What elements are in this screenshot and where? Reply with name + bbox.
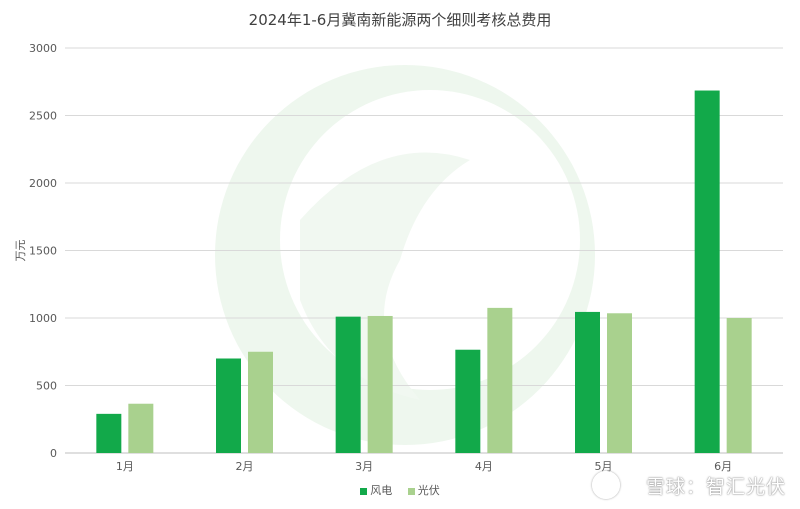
y-tick-label: 2000: [29, 177, 57, 190]
x-tick-label: 2月: [236, 460, 254, 473]
bar-series-2: [607, 313, 632, 453]
bar-series-1: [455, 349, 481, 453]
bar-series-1: [694, 90, 720, 454]
y-tick-label: 3000: [29, 42, 57, 55]
x-tick-label: 4月: [475, 460, 493, 473]
bar-series-1: [216, 358, 241, 453]
y-tick-label: 500: [36, 380, 57, 393]
x-tick-label: 3月: [355, 460, 373, 473]
bar-series-1: [575, 311, 600, 453]
x-tick-label: 1月: [116, 460, 134, 473]
legend-item-series-1: 风电: [360, 482, 392, 498]
bar-series-2: [248, 351, 273, 453]
legend-item-series-2: 光伏: [407, 482, 440, 498]
bar-series-1: [96, 413, 122, 453]
watermark-text: 雪球：智汇光伏: [645, 476, 786, 498]
bar-series-2: [487, 307, 513, 453]
bar-series-2: [128, 403, 154, 453]
legend: 风电 光伏: [0, 482, 800, 498]
y-tick-label: 1500: [29, 245, 57, 258]
bar-series-2: [367, 315, 393, 453]
legend-swatch-series-2: [407, 487, 415, 495]
legend-label-series-2: 光伏: [417, 484, 440, 497]
y-tick-label: 0: [50, 447, 57, 460]
bar-series-1: [335, 316, 361, 453]
x-tick-label: 6月: [714, 460, 732, 473]
legend-label-series-1: 风电: [370, 484, 393, 497]
watermark-logo-icon: [592, 471, 620, 499]
y-tick-label: 1000: [29, 312, 57, 325]
y-tick-label: 2500: [29, 110, 57, 123]
x-tick-label: 5月: [595, 460, 613, 473]
chart-title: 2024年1-6月冀南新能源两个细则考核总费用: [248, 11, 552, 29]
y-axis-label: 万元: [14, 240, 27, 262]
bar-series-2: [726, 318, 752, 453]
legend-swatch-series-1: [360, 487, 368, 495]
